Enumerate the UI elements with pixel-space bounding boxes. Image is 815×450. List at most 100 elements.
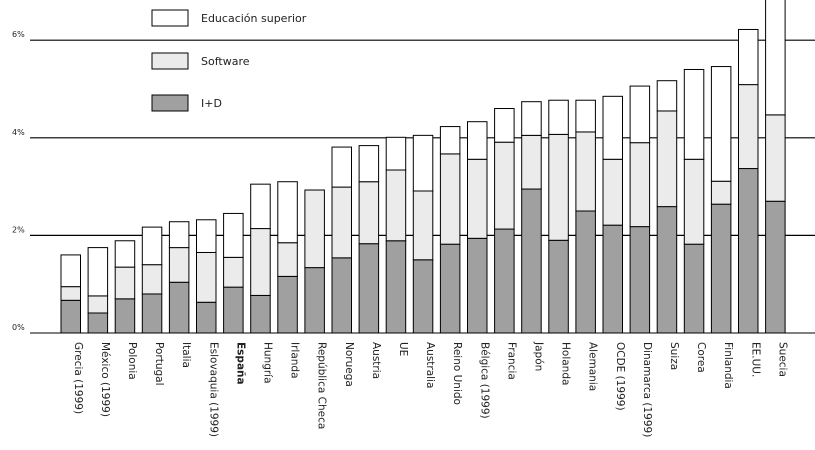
legend-label: Educación superior — [201, 12, 307, 25]
bar-segment-id — [575, 210, 596, 334]
bar-segment-educacion-superior — [277, 181, 298, 244]
y-tick-label: 6% — [12, 30, 25, 39]
x-category-label: Noruega — [343, 342, 355, 387]
bar-segment-software — [60, 286, 81, 301]
bar-segment-educacion-superior — [223, 212, 244, 258]
bar-segment-educacion-superior — [683, 68, 705, 160]
bar-segment-software — [656, 110, 678, 208]
x-category-label: España — [234, 342, 246, 385]
x-category-label: Irlanda — [289, 342, 301, 379]
bar-segment-id — [60, 299, 81, 334]
x-category-label: República Checa — [316, 342, 328, 429]
legend-swatch — [151, 52, 189, 70]
x-category-label: Portugal — [153, 342, 165, 386]
legend-swatch — [151, 9, 189, 27]
x-category-label: Corea — [695, 342, 707, 373]
bar-segment-educacion-superior — [656, 80, 678, 112]
x-category-label: Bélgica (1999) — [478, 342, 490, 419]
bar-segment-software — [331, 186, 352, 259]
bar-segment-id — [656, 206, 678, 334]
x-category-label: Finlandia — [722, 342, 734, 389]
y-tick-label: 4% — [12, 128, 25, 137]
bar-segment-educacion-superior — [765, 0, 786, 116]
bar-segment-software — [412, 190, 434, 261]
bar-segment-id — [141, 293, 163, 334]
bar-segment-software — [521, 134, 542, 190]
bar-segment-educacion-superior — [358, 145, 380, 183]
bar-segment-educacion-superior — [141, 226, 163, 266]
bar-segment-id — [304, 267, 325, 334]
x-category-label: Suiza — [668, 342, 680, 370]
x-category-label: Polonia — [126, 342, 138, 380]
bars — [60, 0, 786, 334]
x-axis-category-labels: Grecia (1999) México (1999) Polonia Portuga… — [72, 341, 789, 437]
x-category-label: UE — [397, 342, 409, 356]
x-category-label: Japón — [532, 341, 544, 371]
bar-segment-educacion-superior — [250, 183, 271, 230]
bar-segment-id — [223, 286, 244, 334]
bar-segment-id — [765, 200, 786, 334]
x-category-label: EE.UU. — [749, 342, 761, 377]
bar-segment-software — [87, 295, 109, 314]
x-category-label: Suecia — [776, 342, 788, 377]
bar-segment-software — [385, 169, 407, 242]
bar-segment-software — [548, 133, 569, 241]
bar-segment-educacion-superior — [60, 254, 81, 288]
x-category-label: Austria — [370, 342, 382, 379]
bar-segment-educacion-superior — [629, 85, 651, 144]
bar-segment-educacion-superior — [331, 146, 352, 188]
x-category-label: Italia — [180, 342, 192, 368]
bar-segment-id — [114, 298, 136, 334]
bar-segment-id — [710, 203, 732, 334]
bar-segment-id — [521, 188, 542, 334]
bar-segment-id — [738, 168, 759, 334]
bar-segment-educacion-superior — [738, 28, 759, 86]
y-axis-tick-labels: 0% 2% 4% 6% — [12, 30, 25, 332]
bar-segment-educacion-superior — [196, 219, 217, 253]
bar-segment-software — [710, 180, 732, 205]
x-category-label: OCDE (1999) — [614, 342, 626, 411]
bar-segment-id — [277, 275, 298, 334]
bar-segment-id — [494, 228, 515, 334]
y-tick-label: 2% — [12, 225, 25, 234]
bar-segment-id — [358, 243, 380, 334]
legend-swatch — [151, 94, 189, 112]
bar-segment-software — [467, 158, 488, 239]
bar-segment-software — [765, 114, 786, 202]
legend-label: I+D — [201, 97, 222, 110]
x-category-label: Holanda — [560, 342, 572, 385]
bar-segment-software — [358, 181, 380, 245]
bar-segment-software — [168, 247, 190, 283]
bar-segment-educacion-superior — [168, 221, 190, 249]
x-category-label: Reino Unido — [451, 342, 463, 405]
bar-segment-id — [87, 312, 109, 334]
bar-segment-educacion-superior — [548, 99, 569, 135]
bar-segment-software — [196, 251, 217, 303]
bar-segment-software — [141, 264, 163, 295]
bar-segment-educacion-superior — [710, 66, 732, 182]
bar-segment-id — [412, 259, 434, 334]
x-category-label: Francia — [505, 342, 517, 380]
x-category-label: Alemania — [587, 342, 599, 391]
bar-segment-software — [304, 189, 325, 269]
bar-segment-id — [168, 281, 190, 334]
bar-segment-educacion-superior — [602, 95, 623, 160]
x-category-label: México (1999) — [99, 342, 111, 417]
bar-segment-id — [629, 226, 651, 334]
bar-segment-id — [467, 237, 488, 334]
bar-segment-id — [683, 243, 705, 334]
x-category-label: Grecia (1999) — [72, 342, 84, 414]
bar-segment-software — [439, 153, 461, 245]
bar-segment-software — [629, 142, 651, 228]
bar-segment-educacion-superior — [385, 136, 407, 171]
bar-segment-software — [114, 266, 136, 300]
bar-segment-educacion-superior — [521, 101, 542, 136]
bar-segment-educacion-superior — [412, 134, 434, 192]
y-tick-label: 0% — [12, 323, 25, 332]
bar-segment-id — [331, 257, 352, 334]
bar-segment-id — [548, 239, 569, 334]
legend: Educación superior Software I+D — [151, 9, 307, 112]
bar-segment-id — [196, 301, 217, 334]
bar-segment-software — [277, 242, 298, 277]
